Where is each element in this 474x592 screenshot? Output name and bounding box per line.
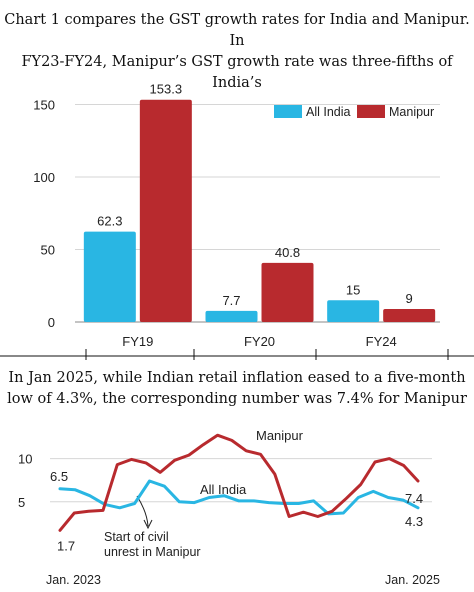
line-y-tick-label-5: 5 xyxy=(18,495,25,510)
bar-value-label-fy19-manipur: 153.3 xyxy=(150,82,183,97)
y-tick-label-150: 150 xyxy=(33,98,55,113)
bar-value-label-fy19-all-india: 62.3 xyxy=(97,214,122,229)
legend-label-all-india: All India xyxy=(306,105,351,119)
start-value-label-manipur: 1.7 xyxy=(57,538,75,553)
annotation-arrow xyxy=(136,495,149,527)
bar-fy24-all-india xyxy=(327,300,380,322)
line-series-all-india xyxy=(58,479,420,516)
bar-fy24-manipur xyxy=(383,308,436,322)
end-value-label-all-india: 4.3 xyxy=(405,514,423,529)
x-axis-start-label: Jan. 2023 xyxy=(46,573,101,587)
y-tick-label-50: 50 xyxy=(41,243,55,258)
bar-value-label-fy24-all-india: 15 xyxy=(346,282,360,297)
legend-label-manipur: Manipur xyxy=(389,105,434,119)
end-value-label-manipur: 7.4 xyxy=(405,491,423,506)
bar-value-label-fy20-all-india: 7.7 xyxy=(222,293,240,308)
chart1-caption-line1: Chart 1 compares the GST growth rates fo… xyxy=(4,12,470,49)
annotation-line2: unrest in Manipur xyxy=(104,545,201,559)
x-axis-end-label: Jan. 2025 xyxy=(385,573,440,587)
start-value-label-all-india: 6.5 xyxy=(50,469,68,484)
bar-value-label-fy20-manipur: 40.8 xyxy=(275,245,300,260)
series-label-manipur: Manipur xyxy=(256,428,304,443)
chart1-caption: Chart 1 compares the GST growth rates fo… xyxy=(0,10,474,94)
bar-fy20-manipur xyxy=(261,262,314,322)
y-tick-label-100: 100 xyxy=(33,170,55,185)
legend-swatch-manipur xyxy=(357,105,385,118)
chart2-caption: In Jan 2025, while Indian retail inflati… xyxy=(0,368,474,410)
line-series-manipur xyxy=(58,433,420,532)
x-tick-label-fy24: FY24 xyxy=(366,334,397,349)
chart1-caption-line2: FY23-FY24, Manipur’s GST growth rate was… xyxy=(21,54,453,91)
line-y-tick-label-10: 10 xyxy=(18,452,32,467)
legend-swatch-all-india xyxy=(274,105,302,118)
annotation-arrowhead xyxy=(143,519,153,530)
chart2-caption-line1: In Jan 2025, while Indian retail inflati… xyxy=(8,370,466,386)
bar-value-label-fy24-manipur: 9 xyxy=(406,291,413,306)
bar-fy19-all-india xyxy=(83,231,136,322)
bar-fy20-all-india xyxy=(205,310,258,322)
series-label-all-india: All India xyxy=(200,482,247,497)
x-tick-label-fy20: FY20 xyxy=(244,334,275,349)
bar-fy19-manipur xyxy=(139,99,192,322)
chart2-caption-line2: low of 4.3%, the corresponding number wa… xyxy=(7,391,467,407)
x-tick-label-fy19: FY19 xyxy=(122,334,153,349)
annotation-line1: Start of civil xyxy=(104,530,169,544)
gst-growth-bar-chart: 0 50 100 150 62.3 153.3 FY19 7.7 40.8 FY20 15 9 FY24… xyxy=(0,82,474,360)
y-tick-label-0: 0 xyxy=(48,315,55,330)
